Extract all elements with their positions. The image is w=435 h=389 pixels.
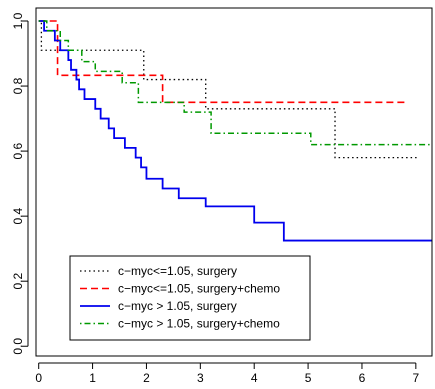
x-tick-label: 1: [89, 371, 96, 385]
y-tick-label: 0.6: [11, 142, 25, 159]
x-tick-label: 3: [197, 371, 204, 385]
y-axis: 0.0 0.2 0.4 0.6 0.8 1.0: [11, 12, 29, 355]
series-line-2: [38, 20, 406, 104]
x-axis: 0 1 2 3 4 5 6 7: [35, 362, 419, 385]
plot-frame: [35, 7, 433, 357]
series-line-4: [38, 20, 432, 146]
legend-box: [69, 255, 311, 341]
y-tick-label: 0.4: [11, 207, 25, 224]
x-tick-label: 4: [251, 371, 258, 385]
y-tick-label: 1.0: [11, 12, 25, 29]
x-tick-label: 6: [359, 371, 366, 385]
legend-label-2: c−myc<=1.05, surgery+chemo: [118, 282, 280, 296]
legend-label-4: c−myc > 1.05, surgery+chemo: [118, 317, 280, 331]
x-tick-label: 0: [35, 371, 42, 385]
series-group: [38, 20, 432, 242]
legend-label-1: c−myc<=1.05, surgery: [118, 264, 237, 278]
series-line-1: [38, 20, 419, 159]
x-tick-label: 7: [412, 371, 419, 385]
legend: c−myc<=1.05, surgery c−myc<=1.05, surgery…: [69, 255, 311, 341]
x-tick-label: 5: [305, 371, 312, 385]
y-tick-label: 0.2: [11, 273, 25, 290]
legend-label-3: c−myc > 1.05, surgery: [118, 299, 237, 313]
x-tick-label: 2: [143, 371, 150, 385]
series-line-3: [38, 20, 432, 242]
y-tick-label: 0.0: [11, 338, 25, 355]
y-tick-label: 0.8: [11, 77, 25, 94]
